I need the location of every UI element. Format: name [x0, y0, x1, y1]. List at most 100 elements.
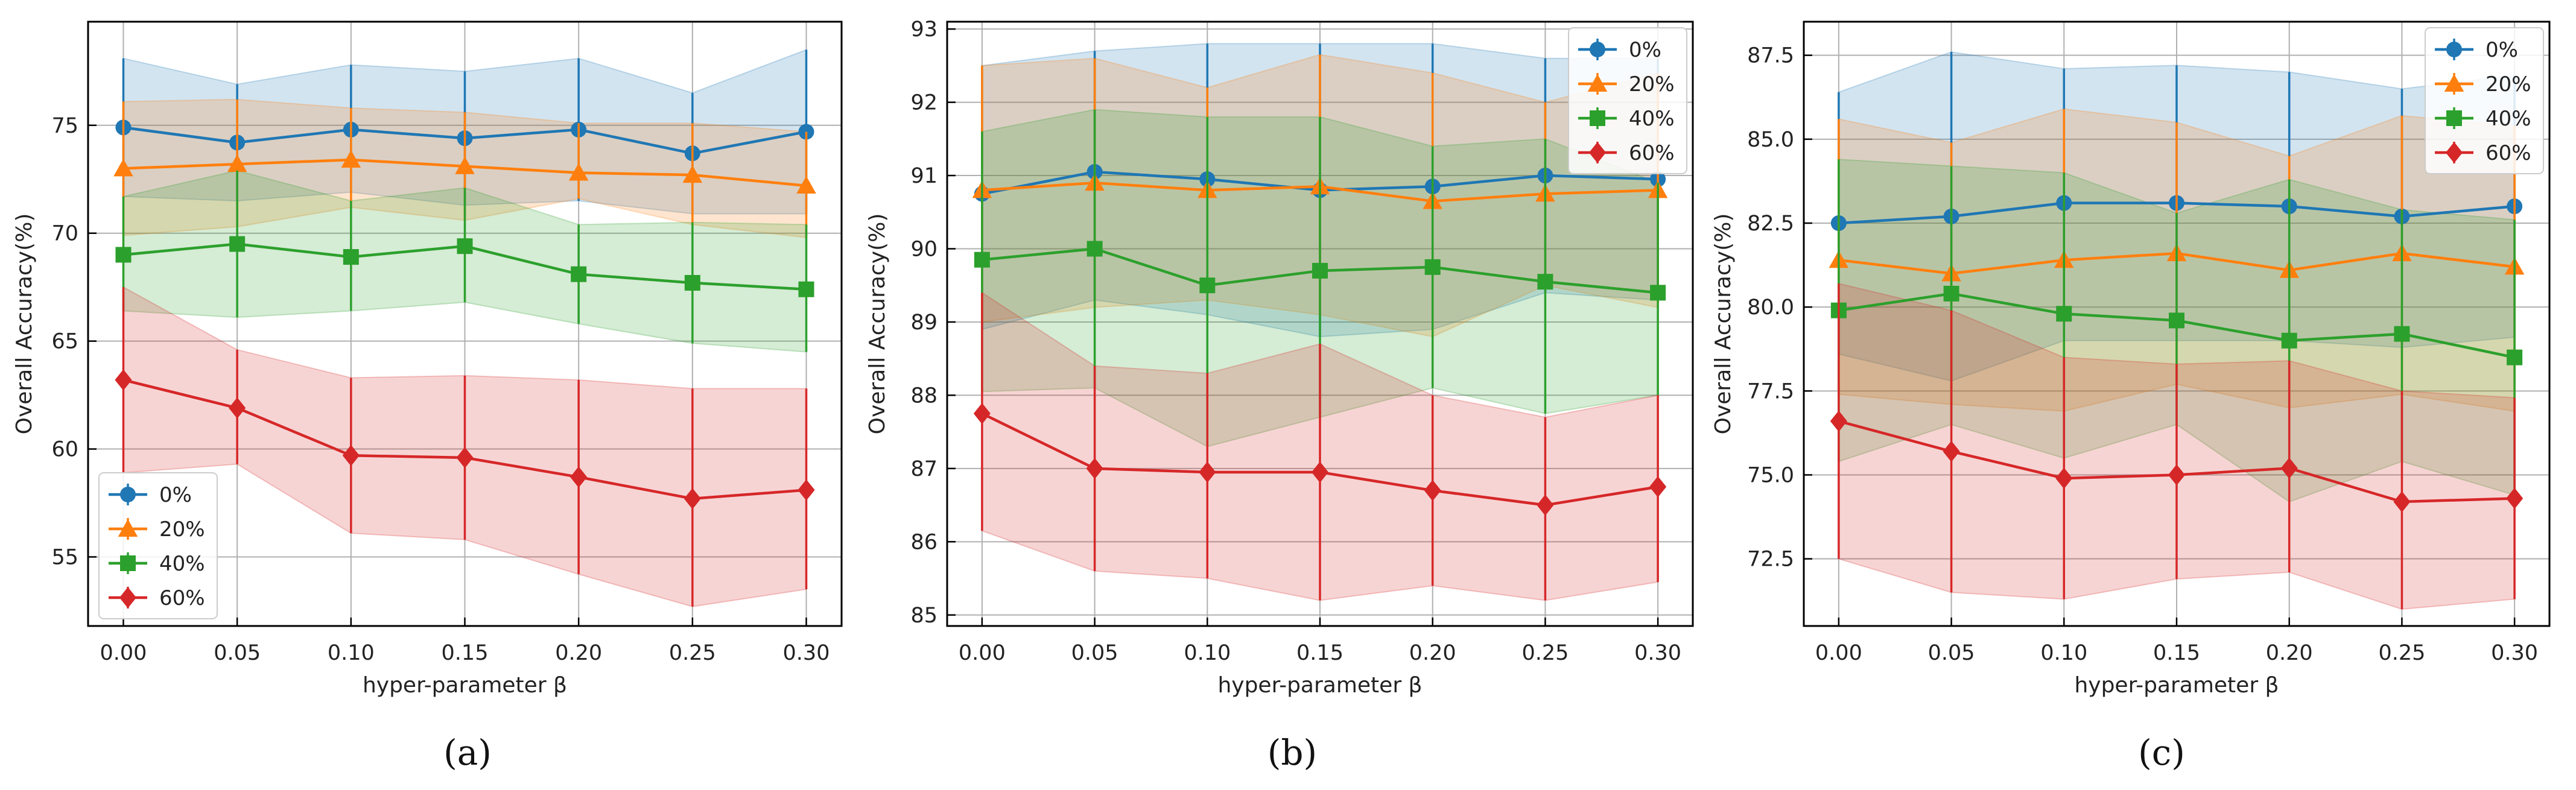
- series-40pct-point: [1537, 274, 1553, 290]
- legend-label: 40%: [2486, 107, 2531, 131]
- x-tick-label: 0.30: [1634, 641, 1681, 665]
- legend: 0% 20% 40% 60%: [98, 472, 218, 619]
- x-axis-label: hyper-parameter β: [1217, 673, 1422, 698]
- series-40pct-point: [229, 236, 246, 252]
- panel-b: 0.00 0.05 0.10 0.15 0.20 0.25 0.30 85 86 87 88 89 90…: [865, 17, 1694, 698]
- legend-label: 20%: [159, 517, 205, 542]
- series-40pct-point: [1087, 241, 1103, 257]
- x-tick-label: 0.20: [555, 641, 602, 665]
- series-60pct-point: [1649, 476, 1667, 498]
- series-40pct-point: [1312, 262, 1328, 279]
- x-tick-label: 0.00: [959, 641, 1006, 665]
- x-tick-label: 0.25: [2378, 641, 2425, 665]
- x-tick-label: 0.10: [2040, 641, 2087, 665]
- y-tick-label: 77.5: [1747, 379, 1794, 403]
- legend-marker-40pct: [120, 555, 136, 571]
- series-60pct-point: [1830, 410, 1847, 432]
- caption-c: (c): [2138, 732, 2185, 773]
- series-60pct-point: [229, 397, 246, 419]
- legend-label: 0%: [1629, 38, 1661, 62]
- legend-marker-20pct: [2444, 74, 2464, 92]
- series-60pct-point: [2280, 457, 2298, 479]
- y-tick-label: 90: [910, 238, 937, 262]
- legend-marker-0pct: [120, 487, 136, 502]
- legend-box: [1568, 27, 1687, 174]
- series-40pct-point: [115, 247, 132, 263]
- x-tick-label: 0.30: [2491, 641, 2538, 665]
- y-tick-label: 93: [910, 17, 937, 42]
- x-tick-label: 0.00: [1815, 641, 1862, 665]
- y-tick-label: 85.0: [1747, 128, 1794, 152]
- y-tick-label: 92: [910, 91, 937, 115]
- series-40pct-point: [343, 249, 359, 265]
- panel-c: 0.00 0.05 0.10 0.15 0.20 0.25 0.30 72.5 75.0 77.5…: [1711, 21, 2551, 698]
- series-60pct-point: [1199, 461, 1216, 483]
- series-40pct-point: [457, 238, 473, 254]
- x-tick-label: 0.15: [2153, 641, 2200, 665]
- legend-marker-20pct: [1587, 74, 1608, 92]
- series-60pct-point: [973, 403, 991, 425]
- series-60pct-point: [342, 444, 360, 466]
- series-60pct-point: [1086, 458, 1103, 479]
- series-60pct-point: [115, 369, 132, 391]
- legend-marker-60pct: [1588, 142, 1607, 163]
- y-tick-label: 65: [51, 330, 78, 354]
- legend-marker-20pct: [118, 519, 138, 537]
- series-60pct-point: [2055, 467, 2073, 489]
- y-tick-label: 86: [910, 530, 937, 554]
- legend-label: 0%: [159, 483, 192, 507]
- series-40pct-point: [684, 275, 700, 291]
- series-60pct-point: [798, 479, 815, 501]
- legend-label: 60%: [1629, 141, 1675, 165]
- legend-marker-60pct: [2445, 142, 2463, 163]
- y-tick-label: 80.0: [1747, 295, 1794, 320]
- series-60pct-point: [2393, 491, 2411, 513]
- series-40pct-point: [1424, 259, 1441, 275]
- series-60pct-point: [1311, 461, 1329, 483]
- x-tick-label: 0.05: [1071, 641, 1118, 665]
- series-40pct-point: [1650, 285, 1666, 301]
- y-tick-label: 87.5: [1747, 44, 1794, 68]
- x-tick-label: 0.25: [669, 641, 716, 665]
- legend-marker-0pct: [1590, 42, 1605, 57]
- series-20pct-point: [341, 150, 361, 168]
- legend-label: 0%: [2486, 38, 2518, 62]
- y-tick-label: 72.5: [1747, 548, 1794, 572]
- y-tick-label: 87: [910, 457, 937, 481]
- x-tick-label: 0.05: [214, 641, 261, 665]
- series-20pct-point: [568, 163, 589, 181]
- x-tick-label: 0.25: [1521, 641, 1569, 665]
- legend-marker-60pct: [119, 587, 137, 608]
- legend-label: 40%: [1629, 107, 1675, 131]
- series-40pct-point: [2507, 349, 2523, 365]
- legend-marker-40pct: [1590, 110, 1605, 126]
- y-tick-label: 75.0: [1747, 464, 1794, 488]
- panel-a: 0.00 0.05 0.10 0.15 0.20 0.25 0.30 55 60 65 70 75 hy…: [12, 21, 843, 698]
- x-tick-label: 0.15: [1296, 641, 1344, 665]
- y-tick-label: 55: [51, 545, 78, 569]
- x-tick-label: 0.05: [1928, 641, 1975, 665]
- legend-marker-0pct: [2446, 42, 2462, 57]
- x-tick-label: 0.30: [783, 641, 830, 665]
- series-60pct-point: [684, 488, 701, 510]
- y-tick-label: 88: [910, 384, 937, 408]
- x-axis-label: hyper-parameter β: [363, 673, 567, 698]
- legend-label: 40%: [159, 552, 205, 576]
- y-tick-label: 89: [910, 311, 937, 335]
- y-axis-label: Overall Accuracy(%): [12, 213, 37, 435]
- legend: 0% 20% 40% 60%: [1568, 27, 1687, 174]
- series-20pct-point: [227, 154, 247, 172]
- series-20pct-point: [796, 175, 816, 194]
- caption-b: (b): [1267, 732, 1317, 773]
- series-40pct-point: [2281, 332, 2297, 349]
- series-40pct-point: [798, 281, 814, 297]
- y-axis-label: Overall Accuracy(%): [865, 213, 890, 435]
- x-tick-label: 0.10: [1184, 641, 1231, 665]
- legend: 0% 20% 40% 60%: [2425, 27, 2544, 174]
- legend-box: [98, 472, 218, 619]
- series-60pct-point: [2506, 487, 2524, 510]
- x-tick-label: 0.00: [100, 641, 147, 665]
- caption-a: (a): [443, 732, 492, 773]
- series-20pct-point: [113, 159, 133, 177]
- series-40pct-point: [2394, 326, 2410, 342]
